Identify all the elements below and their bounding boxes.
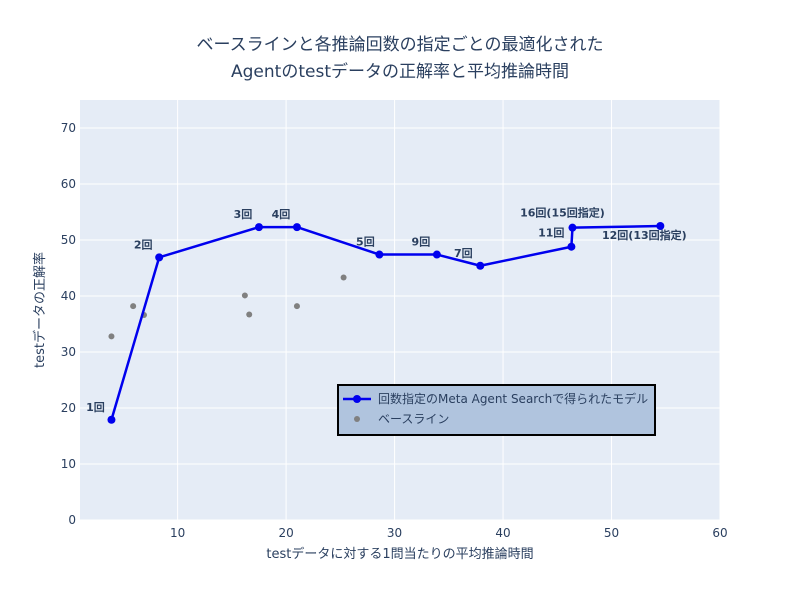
x-tick-label: 40 [495, 526, 510, 540]
series-point [155, 253, 164, 262]
legend-label-baseline: ベースライン [378, 412, 449, 426]
legend-label-meta-agent: 回数指定のMeta Agent Searchで得られたモデル [378, 391, 648, 406]
baseline-point [108, 333, 115, 340]
series-line [110, 224, 661, 421]
legend[interactable]: 回数指定のMeta Agent Searchで得られたモデル ベースライン [337, 384, 656, 436]
legend-line-marker-icon [353, 395, 361, 403]
baseline-point [340, 274, 347, 281]
x-tick-label: 10 [170, 526, 185, 540]
point-label: 5回 [356, 235, 375, 249]
baseline-point [293, 303, 300, 310]
series-point [254, 223, 263, 232]
point-label: 1回 [86, 400, 105, 414]
point-label: 11回 [538, 226, 564, 240]
baseline-point [130, 303, 137, 310]
x-tick-label: 50 [604, 526, 619, 540]
tick-labels: 10 20 30 40 50 60 0 10 20 30 40 50 60 70 [61, 121, 728, 540]
series-point [656, 222, 665, 230]
y-tick-label: 50 [61, 233, 76, 247]
x-tick-label: 30 [387, 526, 402, 540]
y-tick-label: 10 [61, 457, 76, 471]
y-tick-label: 20 [61, 401, 76, 415]
point-label: 7回 [454, 246, 473, 260]
y-tick-label: 60 [61, 177, 76, 191]
series-point [292, 223, 301, 232]
point-label: 16回(15回指定) [520, 206, 605, 220]
series-point [568, 223, 577, 232]
y-tick-label: 0 [68, 513, 76, 527]
legend-baseline-marker-icon [354, 416, 360, 422]
series-point [567, 242, 576, 251]
series-point [107, 415, 116, 424]
baseline-series [108, 274, 347, 340]
y-tick-label: 70 [61, 121, 76, 135]
point-label: 2回 [134, 237, 153, 251]
legend-box [337, 384, 656, 436]
series-point [476, 261, 485, 270]
baseline-point [246, 311, 253, 318]
point-labels: 1回 2回 3回 4回 5回 9回 7回 11回 16回(15回指定) 12回(13回指定) [86, 206, 687, 414]
series-point [432, 250, 441, 259]
point-label: 12回(13回指定) [602, 228, 687, 242]
baseline-point [241, 292, 248, 299]
series-point [375, 250, 384, 259]
chart-title-line-2: Agentのtestデータの正解率と平均推論時間 [231, 61, 569, 82]
x-tick-label: 20 [278, 526, 293, 540]
plot-area [80, 100, 720, 520]
chart-title-line-1: ベースラインと各推論回数の指定ごとの最適化された [197, 35, 604, 55]
grid [80, 100, 721, 521]
point-label: 3回 [234, 207, 253, 221]
x-tick-label: 60 [712, 526, 727, 540]
meta-agent-series [107, 222, 665, 424]
y-tick-label: 30 [61, 345, 76, 359]
y-tick-label: 40 [61, 289, 76, 303]
point-label: 4回 [272, 207, 291, 221]
y-axis-title: testデータの正解率 [32, 252, 48, 368]
point-label: 9回 [412, 235, 431, 249]
x-axis-title: testデータに対する1問当たりの平均推論時間 [266, 546, 533, 562]
